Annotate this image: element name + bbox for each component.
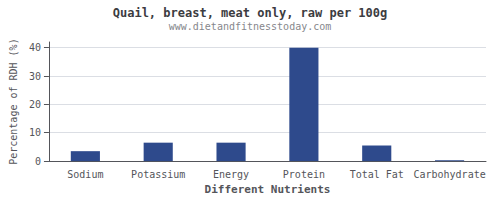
svg-text:0: 0	[35, 156, 41, 167]
svg-text:Sodium: Sodium	[67, 169, 103, 180]
svg-text:20: 20	[29, 99, 41, 110]
svg-text:www.dietandfitnesstoday.com: www.dietandfitnesstoday.com	[169, 21, 332, 32]
svg-text:Total Fat: Total Fat	[350, 169, 404, 180]
svg-text:Quail, breast, meat only, raw: Quail, breast, meat only, raw per 100g	[113, 6, 388, 20]
svg-text:Energy: Energy	[213, 169, 249, 180]
svg-text:10: 10	[29, 127, 41, 138]
svg-text:40: 40	[29, 42, 41, 53]
svg-text:Potassium: Potassium	[131, 169, 185, 180]
svg-text:Carbohydrate: Carbohydrate	[413, 169, 485, 180]
svg-text:30: 30	[29, 71, 41, 82]
svg-text:Percentage of RDH (%): Percentage of RDH (%)	[8, 38, 19, 164]
svg-text:Protein: Protein	[283, 169, 325, 180]
svg-text:Different Nutrients: Different Nutrients	[205, 183, 331, 196]
